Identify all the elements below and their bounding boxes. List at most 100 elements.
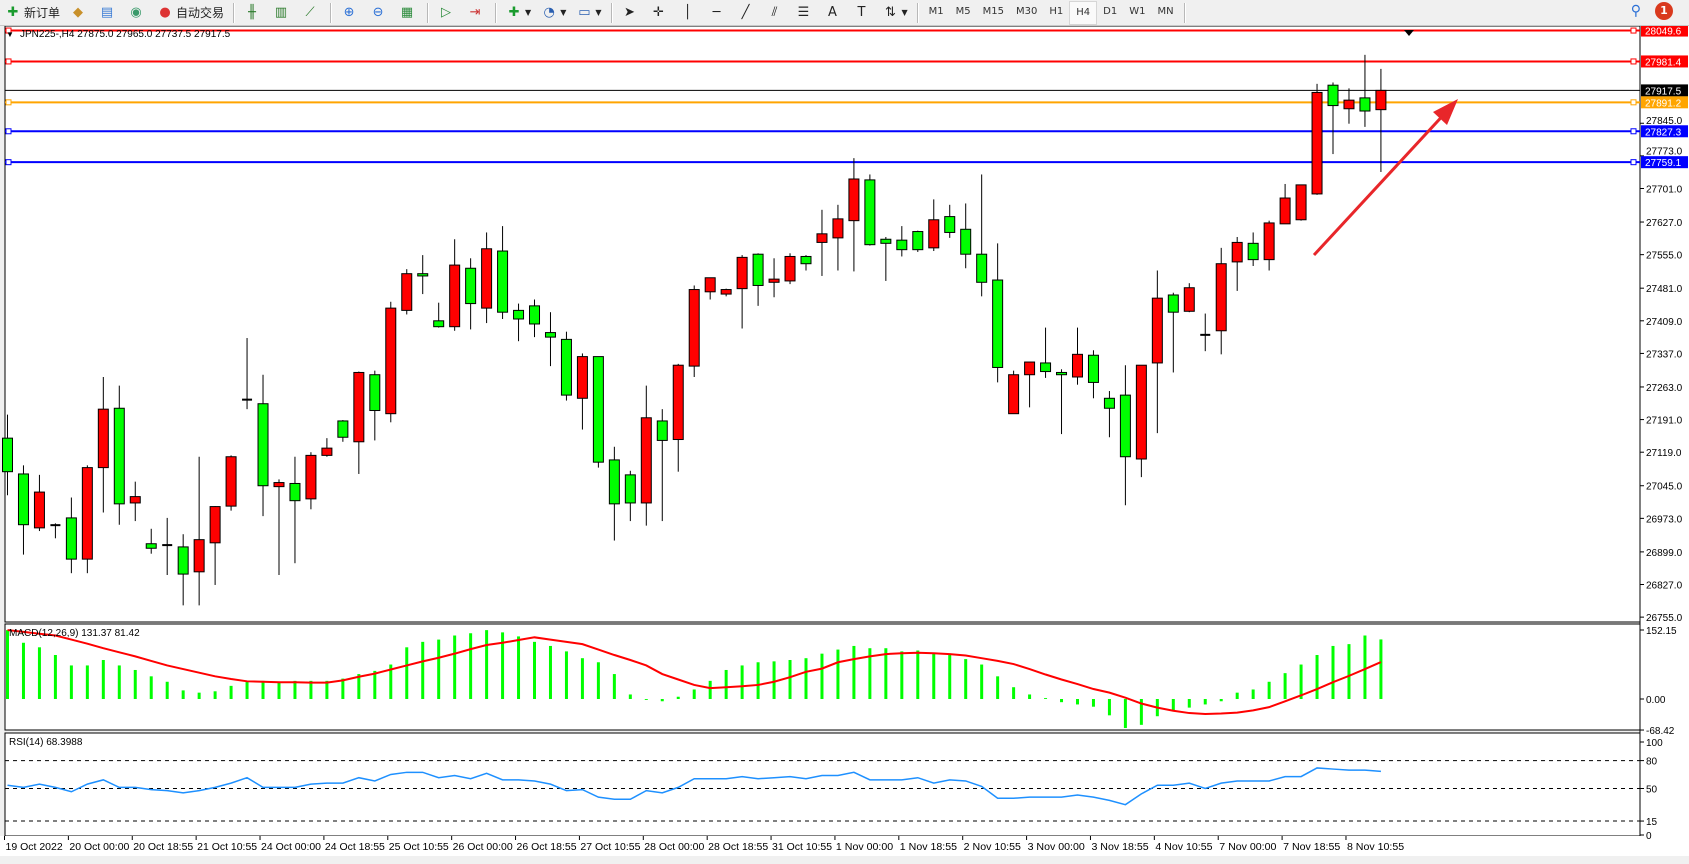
tile-windows-button[interactable]: ▦ — [395, 2, 422, 24]
candle-body — [576, 356, 588, 399]
price-tick-label: 27701.0 — [1646, 185, 1683, 196]
time-tick-label: 28 Oct 18:55 — [708, 842, 768, 853]
time-tick-label: 24 Oct 00:00 — [261, 842, 321, 853]
candle-body — [1119, 394, 1131, 458]
text-label-button[interactable]: T — [850, 2, 877, 24]
macd-tick-label: 0.00 — [1646, 695, 1666, 706]
dropdown-icon: ▼ — [525, 8, 532, 17]
candle-body — [928, 219, 940, 249]
candle — [576, 353, 588, 430]
separator — [495, 2, 498, 23]
collapse-triangle-icon[interactable]: ▼ — [6, 30, 14, 39]
auto-scroll-button[interactable]: ▷ — [434, 2, 461, 24]
rsi-pane[interactable] — [4, 732, 1641, 837]
candle-body — [1375, 89, 1387, 111]
candle — [784, 253, 796, 285]
vertical-line-button[interactable]: │ — [676, 2, 703, 24]
candle — [1008, 370, 1020, 415]
candle — [225, 455, 237, 511]
timeframe-mn[interactable]: MN — [1157, 5, 1174, 17]
time-axis[interactable] — [0, 836, 1689, 856]
new-order-button[interactable]: ✚ 新订单 — [1, 2, 64, 24]
crosshair-button[interactable]: ✛ — [647, 2, 674, 24]
candle-body — [736, 256, 748, 290]
price-label: 28049.6 — [1645, 27, 1682, 38]
candle-body — [752, 253, 764, 286]
time-tick-label: 4 Nov 10:55 — [1155, 842, 1213, 853]
text-label-icon: T — [857, 4, 866, 20]
bar-chart-button[interactable]: ╫ — [240, 2, 267, 24]
timeframe-m15[interactable]: M15 — [982, 5, 1005, 17]
candle-body — [433, 320, 445, 328]
gold-button[interactable]: ◆ — [66, 2, 93, 24]
timeframe-w1[interactable]: W1 — [1129, 5, 1146, 17]
separator — [427, 2, 430, 23]
indicators-button[interactable]: ✚ ▼ — [502, 2, 535, 24]
candle — [1119, 365, 1131, 506]
candle-body — [33, 491, 45, 529]
periods-button[interactable]: ◔ ▼ — [537, 2, 570, 24]
signal-button[interactable]: ◉ — [124, 2, 151, 24]
candle — [976, 174, 988, 297]
separator — [330, 2, 333, 23]
price-tick-label: 27337.0 — [1646, 349, 1683, 360]
candle — [624, 470, 636, 522]
chart-window[interactable]: 27845.0 27773.0 27701.0 27627.0 27555.0 27481… — [0, 26, 1689, 864]
line-handle — [5, 159, 12, 166]
chart-shift-button[interactable]: ⇥ — [463, 2, 490, 24]
timeframe-d1[interactable]: D1 — [1103, 5, 1118, 17]
time-tick-label: 24 Oct 18:55 — [325, 842, 385, 853]
candle-body — [1279, 197, 1291, 225]
line-chart-button[interactable]: ⟋ — [298, 2, 325, 24]
signal-icon: ◉ — [130, 4, 142, 20]
auto-trading-icon: ● — [159, 4, 171, 20]
candle — [656, 409, 668, 522]
candle-body — [720, 289, 732, 295]
timeframe-m5[interactable]: M5 — [955, 5, 971, 17]
text-button[interactable]: A — [821, 2, 848, 24]
timeframe-h1[interactable]: H1 — [1049, 5, 1064, 17]
arrows-button[interactable]: ⇅ ▼ — [879, 2, 912, 24]
candle-body — [800, 255, 812, 265]
vertical-line-icon: │ — [683, 4, 692, 20]
time-tick-label: 20 Oct 18:55 — [133, 842, 193, 853]
candle — [1056, 369, 1068, 435]
candle-body — [1359, 97, 1371, 112]
candle — [896, 226, 908, 257]
candle-body — [832, 218, 844, 239]
separator — [916, 2, 919, 23]
auto-trading-label: 自动交易 — [176, 6, 225, 20]
auto-trading-button[interactable]: ● 自动交易 — [153, 2, 228, 24]
time-tick-label: 1 Nov 18:55 — [900, 842, 958, 853]
timeframe-h4[interactable]: H4 — [1069, 0, 1098, 25]
timeframe-m1[interactable]: M1 — [928, 5, 944, 17]
candle — [145, 528, 157, 554]
candle-body — [912, 231, 924, 251]
search-icon[interactable]: ⚲ — [1630, 3, 1641, 19]
main-price-pane[interactable] — [4, 26, 1641, 623]
candle — [1183, 283, 1195, 313]
cursor-button[interactable]: ➤ — [618, 2, 645, 24]
notification-badge[interactable]: 1 — [1655, 2, 1673, 20]
trendline-button[interactable]: ╱ — [734, 2, 761, 24]
candle — [162, 517, 173, 575]
horizontal-line-button[interactable]: ─ — [705, 2, 732, 24]
candle — [289, 456, 301, 564]
toolbar: ✚ 新订单 ◆ ▤ ◉ ● 自动交易 ╫ ▥ ⟋ ⊕ ⊖ ▦ ▷ ⇥ ✚ ▼ ◔ ▼ ▭… — [0, 0, 1689, 26]
time-tick-label: 3 Nov 00:00 — [1028, 842, 1086, 853]
candlestick-button[interactable]: ▥ — [269, 2, 296, 24]
candle — [1071, 327, 1083, 385]
candle — [1343, 88, 1355, 124]
equidistant-channel-button[interactable]: ⫽ — [763, 2, 790, 24]
candle — [1311, 83, 1323, 195]
price-label-box — [1641, 84, 1688, 97]
trend-arrow-head — [1433, 99, 1458, 125]
fibonacci-button[interactable]: ☰ — [792, 2, 819, 24]
templates-button[interactable]: ▭ ▼ — [572, 2, 605, 24]
candle-body — [17, 473, 29, 526]
indicators-icon: ✚ — [508, 4, 520, 20]
timeframe-m30[interactable]: M30 — [1016, 5, 1038, 17]
data-window-button[interactable]: ▤ — [95, 2, 122, 24]
zoom-in-button[interactable]: ⊕ — [337, 2, 364, 24]
zoom-out-button[interactable]: ⊖ — [366, 2, 393, 24]
